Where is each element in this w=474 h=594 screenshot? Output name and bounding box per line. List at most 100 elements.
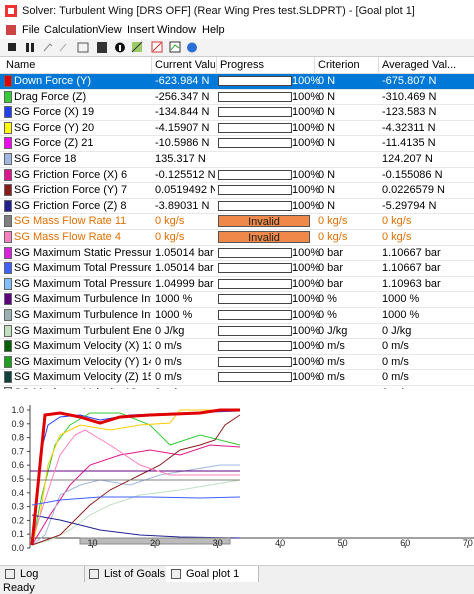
app-icon <box>5 5 17 17</box>
x-tick-label: 50 <box>338 538 348 548</box>
current-value: 135.317 N <box>155 153 206 165</box>
y-tick-label: 0.8 <box>11 433 24 443</box>
goal-row[interactable]: SG Friction Force (Y) 7 0.0519492 N 100% 0 … <box>0 183 474 199</box>
goal-row[interactable]: SG Mass Flow Rate 4 0 kg/s Invalid 0 kg/s 0 … <box>0 230 474 246</box>
tab[interactable]: Goal plot 1 <box>166 566 259 582</box>
x-tick-label: 70 <box>463 538 473 548</box>
progress-text: 100% <box>292 309 321 321</box>
progress-bar <box>218 294 292 305</box>
criterion: 0 N <box>318 106 336 119</box>
criterion: 0 % <box>318 309 337 321</box>
criterion: 0 kg/s <box>318 231 348 243</box>
column-divider <box>216 57 217 73</box>
goal-row[interactable]: SG Maximum Static Pressure 9 1.05014 bar 1… <box>0 246 474 262</box>
toolbar-icons <box>8 41 197 53</box>
column-header[interactable]: Progress <box>220 59 265 71</box>
menu-item[interactable]: Help <box>202 24 225 36</box>
status-text: Ready <box>3 582 35 594</box>
goal-name: SG Maximum Static Pressure 9 <box>14 246 151 259</box>
color-swatch <box>4 153 12 165</box>
goal-row[interactable]: SG Maximum Turbulent Energy 10 J/kg100%0… <box>0 324 474 340</box>
current-value: 1.05014 bar <box>155 246 214 259</box>
goal-name: SG Maximum Total Pressure 3 <box>14 277 151 290</box>
menu-bar: File Calculation View Insert Window Help <box>0 22 474 39</box>
goal-row[interactable]: SG Friction Force (Z) 8 -3.89031 N 100% 0 N… <box>0 199 474 215</box>
goal-row[interactable]: SG Maximum Velocity (Z) 15 0 m/s 100% 0 m/s… <box>0 370 474 386</box>
y-tick-label: 0.9 <box>11 419 24 429</box>
goal-row[interactable]: SG Force (Z) 21 -10.5986 N 100% 0 N -11.4135… <box>0 136 474 152</box>
color-swatch <box>4 309 12 321</box>
goal-row[interactable]: Drag Force (Z) -256.347 N 100% 0 N -310.469 … <box>0 90 474 106</box>
goal-row[interactable]: SG Maximum Velocity 12 0 m/s 0 m/s <box>0 386 474 389</box>
goal-name: SG Friction Force (X) 6 <box>14 168 128 181</box>
progress-bar <box>218 185 292 196</box>
goal-name: SG Force (Z) 21 <box>14 137 94 150</box>
progress-text: 100% <box>292 324 321 337</box>
menu-item[interactable]: Insert <box>127 24 155 36</box>
x-tick-label: 10 <box>88 538 98 548</box>
averaged-value: 1.10667 bar <box>382 246 441 259</box>
goal-row[interactable]: SG Friction Force (X) 6 -0.125512 N 100% 0 … <box>0 168 474 184</box>
averaged-value: -310.469 N <box>382 90 437 103</box>
menu-item[interactable]: View <box>98 24 122 36</box>
goal-row[interactable]: SG Mass Flow Rate 11 0 kg/s Invalid 0 kg/s 0… <box>0 214 474 230</box>
current-value: -0.125512 N <box>155 168 215 181</box>
goal-plot: 0.0 0.1 0.2 0.3 0.4 0.5 0.6 0.7 0.8 0.9 1.0 10 20 30 4… <box>0 395 474 563</box>
menu-item[interactable]: Window <box>157 24 197 36</box>
averaged-value: 0 m/s <box>382 387 472 389</box>
criterion: 0 N <box>318 168 336 181</box>
progress-text: 100% <box>292 277 321 290</box>
goal-row[interactable]: SG Force (X) 19 -134.844 N 100% 0 N -123.583… <box>0 105 474 121</box>
column-header[interactable]: Current Value <box>155 59 215 71</box>
goal-name: SG Force 18 <box>14 153 77 165</box>
y-tick-label: 0.5 <box>11 474 24 484</box>
color-swatch <box>4 75 12 87</box>
y-tick-label: 0.2 <box>11 515 24 525</box>
menu-item[interactable]: File <box>22 24 40 36</box>
tab[interactable]: Log <box>0 566 85 582</box>
progress-invalid: Invalid <box>218 215 310 228</box>
averaged-value: 0 m/s <box>382 340 409 353</box>
curve <box>31 496 241 506</box>
goal-row[interactable]: SG Maximum Velocity (X) 13 0 m/s 100% 0 m/s… <box>0 339 474 355</box>
progress-text: 100% <box>292 246 321 259</box>
current-value: -623.984 N <box>155 75 210 87</box>
goal-row[interactable]: SG Maximum Turbulence Intensit 1000 % 100%… <box>0 292 474 308</box>
curve <box>31 429 240 541</box>
progress-bar <box>218 278 292 289</box>
goal-row[interactable]: SG Force 18 135.317 N 124.207 N <box>0 152 474 168</box>
progress-text: 100% <box>292 371 321 384</box>
column-header[interactable]: Name <box>6 59 36 71</box>
column-header[interactable]: Criterion <box>318 59 360 71</box>
tab[interactable]: List of Goals <box>84 566 167 582</box>
progress-text: 100% <box>292 262 321 275</box>
current-value: 0 m/s <box>155 371 182 384</box>
progress-bar <box>218 107 292 118</box>
progress-text: 100% <box>292 168 321 181</box>
table-header: Name Current Value Progress Criterion Averag… <box>0 57 474 74</box>
goal-row[interactable]: SG Maximum Velocity (Y) 14 0 m/s 100% 0 m/s… <box>0 355 474 371</box>
criterion: 0 bar <box>318 277 344 290</box>
averaged-value: 0 m/s <box>382 355 409 368</box>
column-divider <box>314 57 315 73</box>
goals-table: Name Current Value Progress Criterion Averag… <box>0 57 474 389</box>
goal-row[interactable]: SG Force (Y) 20 -4.15907 N 100% 0 N -4.32311… <box>0 121 474 137</box>
x-tick-label: 60 <box>400 538 410 548</box>
goal-row[interactable]: Down Force (Y) -623.984 N 100% 0 N -675.807 … <box>0 74 474 90</box>
progress-bar <box>218 325 292 336</box>
column-header[interactable]: Averaged Val... <box>382 59 457 71</box>
goal-name: SG Mass Flow Rate 11 <box>14 215 127 228</box>
color-swatch <box>4 90 12 103</box>
curve <box>31 409 240 546</box>
color-swatch <box>4 277 12 290</box>
goal-row[interactable]: SG Maximum Total Pressure 3 1.04999 bar 10… <box>0 277 474 293</box>
averaged-value: -675.807 N <box>382 75 437 87</box>
color-swatch <box>4 199 12 212</box>
color-swatch <box>4 340 12 353</box>
goal-row[interactable]: SG Maximum Total Pressure 10 1.05014 bar 1… <box>0 261 474 277</box>
menu-item[interactable]: Calculation <box>44 24 99 36</box>
goal-row[interactable]: SG Maximum Turbulence Intensit 1000 % 100%… <box>0 308 474 324</box>
scrollbar[interactable] <box>79 537 231 545</box>
current-value: 0 m/s <box>155 340 182 353</box>
